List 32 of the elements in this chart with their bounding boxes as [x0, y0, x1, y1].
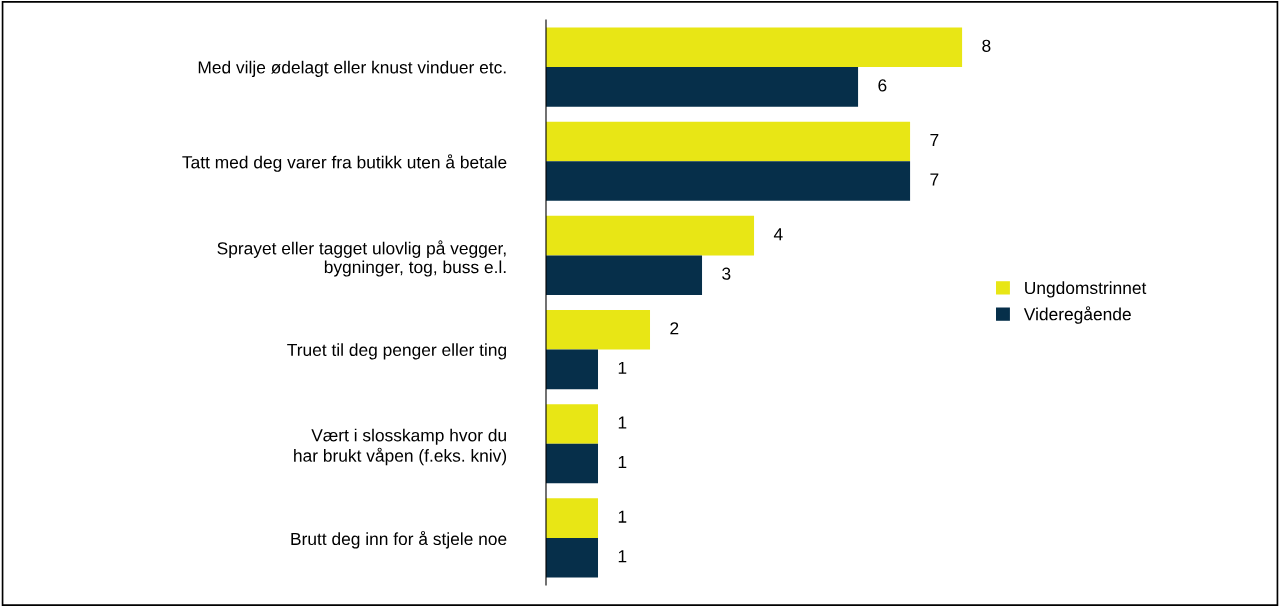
data-label: 6 [878, 79, 887, 92]
bar [546, 255, 703, 295]
bar [546, 310, 651, 350]
data-label: 2 [670, 322, 679, 335]
data-label: 1 [618, 456, 627, 469]
data-label: 3 [722, 267, 731, 280]
legend-label: Videregående [1023, 306, 1131, 324]
data-label: 4 [773, 228, 783, 241]
data-label: 1 [618, 550, 627, 563]
legend-label: Ungdomstrinnet [1025, 281, 1147, 298]
data-label: 1 [618, 416, 627, 429]
bar [546, 498, 599, 538]
bar [546, 27, 963, 68]
bar [546, 404, 599, 444]
y-tick-label: Vært i slosskamp hvor du har brukt våpen (f.eks. kniv) [294, 428, 507, 466]
y-tick-label: Truet til deg penger eller ting [287, 343, 507, 360]
y-tick-label: Tatt med deg varer fra butikk uten å betale [182, 154, 507, 172]
data-label: 7 [930, 134, 939, 146]
bar [546, 349, 599, 390]
bar [546, 443, 599, 484]
bar [546, 121, 911, 162]
bar [546, 67, 859, 107]
y-tick-label: Med vilje ødelagt eller knust vinduer etc. [198, 60, 506, 77]
y-tick-label: Sprayet eller tagget ulovlig på vegger, bygninger, tog, buss e.l. [217, 240, 506, 277]
y-tick-label: Brutt deg inn for å stjele noe [291, 530, 507, 549]
data-label: 8 [982, 39, 991, 52]
bar [546, 215, 755, 256]
bar [546, 537, 599, 578]
data-label: 1 [618, 361, 627, 374]
bar [546, 161, 911, 201]
data-label: 1 [618, 510, 627, 523]
data-label: 7 [930, 173, 939, 186]
